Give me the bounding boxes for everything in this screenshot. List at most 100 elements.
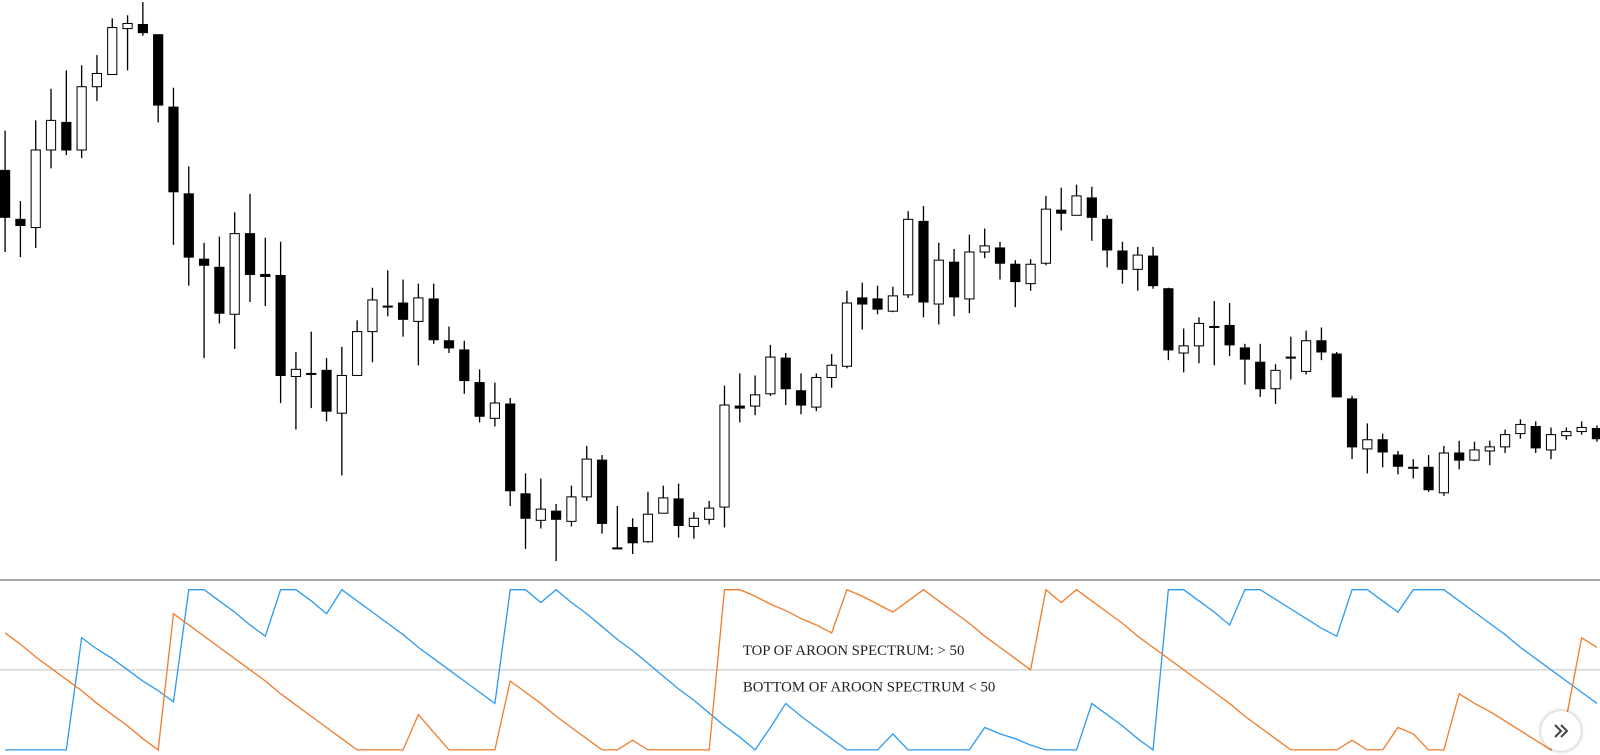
- candle-body: [107, 27, 118, 75]
- expand-button[interactable]: [1541, 711, 1581, 751]
- candle-body: [443, 340, 455, 349]
- candle-body: [903, 218, 914, 296]
- aroon-line: [5, 588, 1598, 752]
- candle-body: [1346, 398, 1358, 448]
- candle-body: [352, 331, 363, 376]
- candle-body: [994, 247, 1006, 264]
- candle-body: [1331, 353, 1342, 398]
- candle-body: [1591, 428, 1600, 440]
- candle-body: [581, 458, 592, 498]
- candle-body: [704, 507, 715, 520]
- candle-body: [979, 245, 990, 253]
- candle-body: [1132, 254, 1143, 270]
- candle-body: [260, 273, 271, 278]
- candle-body: [1086, 197, 1097, 218]
- candle-body: [474, 382, 485, 417]
- candle-body: [459, 349, 470, 382]
- candle-body: [489, 402, 500, 419]
- candle-body: [1224, 324, 1235, 346]
- candle-body: [1316, 340, 1327, 353]
- candle-body: [872, 298, 883, 310]
- candle-body: [964, 251, 975, 300]
- annotation: TOP OF AROON SPECTRUM: > 50: [743, 643, 964, 659]
- candle-body: [1147, 255, 1159, 287]
- candle-body: [367, 299, 378, 333]
- candle-body: [229, 233, 240, 315]
- candle-body: [765, 356, 776, 395]
- candle-body: [1056, 209, 1067, 214]
- candle-body: [627, 526, 638, 544]
- candle-body: [1392, 454, 1404, 467]
- candle-body: [45, 119, 57, 151]
- candle-body: [642, 513, 654, 543]
- candle-body: [1515, 423, 1526, 435]
- candle-body: [750, 394, 761, 407]
- candle-body: [183, 193, 194, 258]
- candle-body: [244, 233, 256, 275]
- candle-body: [1102, 218, 1113, 251]
- candle-body: [1255, 361, 1266, 390]
- candle-body: [1362, 439, 1373, 450]
- candle-body: [1545, 434, 1557, 451]
- candle-body: [198, 258, 210, 266]
- candle-body: [1285, 356, 1296, 359]
- candle-body: [0, 169, 11, 218]
- chevron-icon: [1554, 724, 1569, 738]
- candle-body: [122, 22, 133, 30]
- candle-body: [795, 390, 807, 406]
- candle-body: [153, 34, 164, 106]
- candle-body: [1561, 431, 1572, 437]
- candle-body: [1040, 208, 1052, 264]
- candle-body: [1301, 340, 1312, 372]
- candle-body: [61, 121, 72, 151]
- annotation: BOTTOM OF AROON SPECTRUM < 50: [743, 680, 995, 696]
- candle-body: [382, 305, 393, 308]
- candle-body: [1025, 263, 1036, 285]
- candle-body: [30, 149, 41, 229]
- candle-body: [1408, 466, 1419, 469]
- candle-body: [306, 372, 317, 375]
- aroon-line: [4, 588, 1598, 752]
- candle-body: [673, 498, 684, 526]
- candle-body: [76, 86, 87, 151]
- candle-body: [91, 72, 103, 88]
- candle-body: [1469, 449, 1480, 461]
- candle-body: [1193, 322, 1205, 347]
- candle-body: [688, 517, 699, 527]
- candle-body: [1377, 439, 1388, 453]
- candle-body: [1178, 345, 1189, 354]
- candle-body: [734, 405, 745, 409]
- candle-body: [1209, 325, 1220, 329]
- candle-body: [336, 374, 347, 414]
- candle-body: [321, 369, 332, 412]
- candle-body: [1117, 250, 1128, 270]
- candle-body: [520, 493, 531, 519]
- candle-body: [1438, 452, 1449, 494]
- candle-body: [1071, 195, 1082, 216]
- candle-body: [841, 302, 853, 367]
- candle-body: [397, 302, 409, 320]
- candle-body: [551, 510, 562, 520]
- candle-body: [535, 508, 546, 521]
- candle-body: [1423, 466, 1434, 491]
- candle-body: [933, 259, 944, 305]
- candle-body: [948, 261, 960, 298]
- candle-body: [596, 459, 608, 524]
- candle-body: [1484, 446, 1495, 452]
- candle-body: [1010, 263, 1021, 283]
- candle-body: [826, 364, 837, 379]
- candle-body: [275, 274, 286, 376]
- candle-body: [857, 297, 868, 305]
- candle-body: [658, 497, 669, 514]
- candle-body: [505, 403, 516, 492]
- candle-body: [214, 266, 225, 314]
- candle-body: [137, 23, 148, 34]
- chevron: [1554, 724, 1569, 738]
- candle-body: [1239, 347, 1250, 360]
- candle-body: [15, 218, 26, 226]
- candle-body: [428, 298, 439, 341]
- candle-body: [1270, 369, 1281, 390]
- candle-body: [612, 547, 623, 550]
